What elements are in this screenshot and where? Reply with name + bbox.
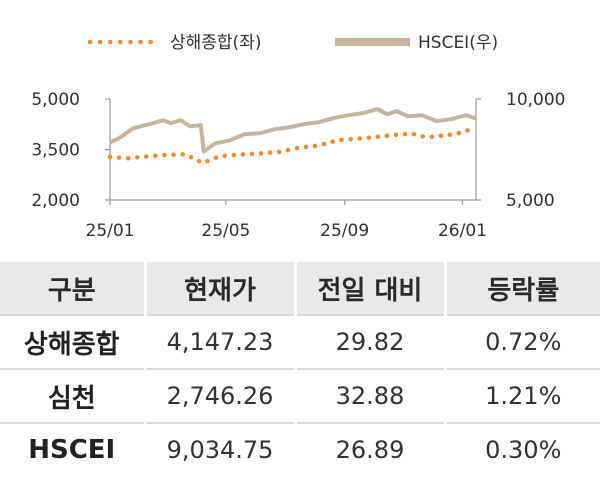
left-y-tick-label: 5,000	[31, 90, 80, 110]
row-change: 32.88	[293, 368, 445, 423]
index-table: 구분 현재가 전일 대비 등락률 상해종합 4,147.23 29.82 0.7…	[0, 262, 600, 476]
header-category: 구분	[0, 262, 145, 315]
header-price: 현재가	[143, 262, 295, 315]
x-tick-label: 25/05	[201, 221, 250, 241]
row-name: 심천	[0, 368, 145, 423]
row-rate: 1.21%	[443, 368, 600, 423]
header-rate: 등락률	[443, 262, 600, 315]
x-tick-label: 26/01	[438, 221, 487, 241]
legend-label-shanghai: 상해종합(좌)	[170, 33, 261, 53]
row-name: HSCEI	[0, 422, 145, 476]
left-y-tick-label: 3,500	[31, 141, 80, 161]
legend-label-hscei: HSCEI(우)	[418, 33, 498, 53]
series-layer	[107, 107, 479, 166]
series-line-shanghai	[107, 125, 479, 166]
right-y-tick-label: 10,000	[506, 90, 565, 110]
row-name: 상해종합	[0, 314, 145, 369]
table-header-row: 구분 현재가 전일 대비 등락률	[0, 262, 600, 315]
legend: 상해종합(좌) HSCEI(우)	[87, 33, 498, 53]
x-tick-label: 25/01	[86, 221, 135, 241]
row-rate: 0.72%	[443, 314, 600, 369]
x-tick-label: 25/09	[320, 221, 369, 241]
row-change: 29.82	[293, 314, 445, 369]
header-change: 전일 대비	[293, 262, 445, 315]
series-line-hscei	[109, 107, 477, 154]
row-price: 9,034.75	[143, 422, 295, 476]
table-row: HSCEI 9,034.75 26.89 0.30%	[0, 422, 600, 476]
row-price: 4,147.23	[143, 314, 295, 369]
left-y-tick-label: 2,000	[31, 191, 80, 211]
right-y-tick-label: 5,000	[506, 191, 555, 211]
table-row: 심천 2,746.26 32.88 1.21%	[0, 368, 600, 423]
row-rate: 0.30%	[443, 422, 600, 476]
table-row: 상해종합 4,147.23 29.82 0.72%	[0, 314, 600, 369]
row-price: 2,746.26	[143, 368, 295, 423]
line-chart: 상해종합(좌) HSCEI(우) 5,0003,5002,00010,0005,…	[31, 33, 565, 241]
row-change: 26.89	[293, 422, 445, 476]
axis-ticks: 5,000 3,500 2,000 10,000 5,000 25/01 25/05 25/0…	[31, 90, 565, 241]
